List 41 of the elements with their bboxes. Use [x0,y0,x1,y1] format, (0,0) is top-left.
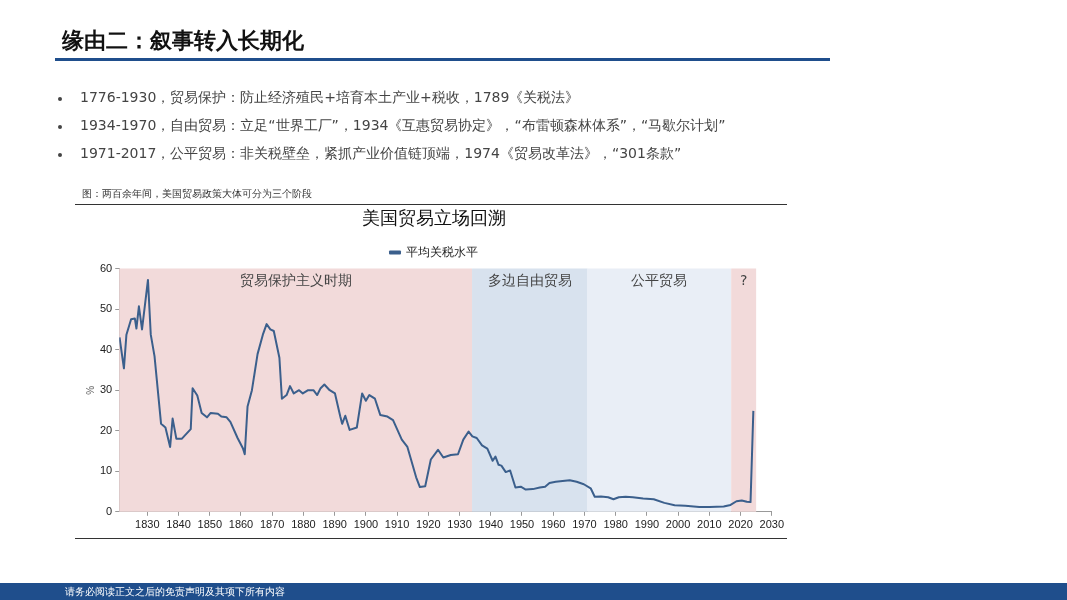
band-label: 贸易保护主义时期 [239,272,352,289]
x-tick-label: 1920 [416,518,441,531]
legend-label: 平均关税水平 [406,244,478,259]
y-axis-title: % [84,385,96,395]
x-tick-label: 1830 [135,518,160,531]
y-tick-label: 60 [99,261,113,274]
text: 1776-1930，贸易保护：防止经济殖民+培育本土产业+税收，1789《关税法》 [80,89,580,107]
x-tick-label: 1860 [228,518,254,531]
band-label: 公平贸易 [631,272,688,289]
x-tick-label: 1960 [540,518,566,531]
x-tick-label: 1970 [572,518,597,531]
x-tick-label: 1940 [478,518,504,531]
band-label: ? [739,272,748,289]
x-tick-label: 2020 [728,518,753,531]
x-tick-label: 1840 [166,518,191,531]
x-tick-label: 1850 [197,518,223,531]
chart-title: 美国贸易立场回溯 [362,207,506,229]
y-tick-label: 30 [99,383,113,396]
y-tick-label: 0 [106,504,113,517]
y-tick-label: 10 [99,464,113,477]
x-tick-label: 1870 [259,518,285,531]
x-tick-label: 1910 [384,518,410,531]
y-tick-label: 50 [99,302,113,315]
text: 1934-1970，自由贸易：立足“世界工厂”，1934《互惠贸易协定》，“布雷顿森林体系”，“马歇尔计划” [80,117,726,135]
x-tick-label: 1900 [353,518,379,531]
y-tick-label: 20 [99,423,113,436]
band-label: 多边自由贸易 [487,272,572,289]
text: 1971-2017，公平贸易：非关税壁垒，紧抓产业价值链顶端，1974《贸易改革法》，“301条款” [80,145,682,163]
x-tick-label: 1890 [322,518,347,531]
text: 图：两百余年间，美国贸易政策大体可分为三个阶段 [82,187,312,201]
y-tick-label: 40 [99,342,113,355]
x-tick-label: 1880 [291,518,316,531]
x-tick-label: 1950 [509,518,535,531]
x-tick-label: 1930 [447,518,472,531]
x-tick-label: 2000 [665,518,691,531]
x-tick-label: 2030 [759,518,785,531]
text: 请务必阅读正文之后的免责声明及其项下所有内容 [65,585,285,599]
x-tick-label: 1980 [603,518,628,531]
x-tick-label: 1990 [634,518,660,531]
x-tick-label: 2010 [697,518,722,531]
text: 缘由二：叙事转入长期化 [62,27,304,55]
